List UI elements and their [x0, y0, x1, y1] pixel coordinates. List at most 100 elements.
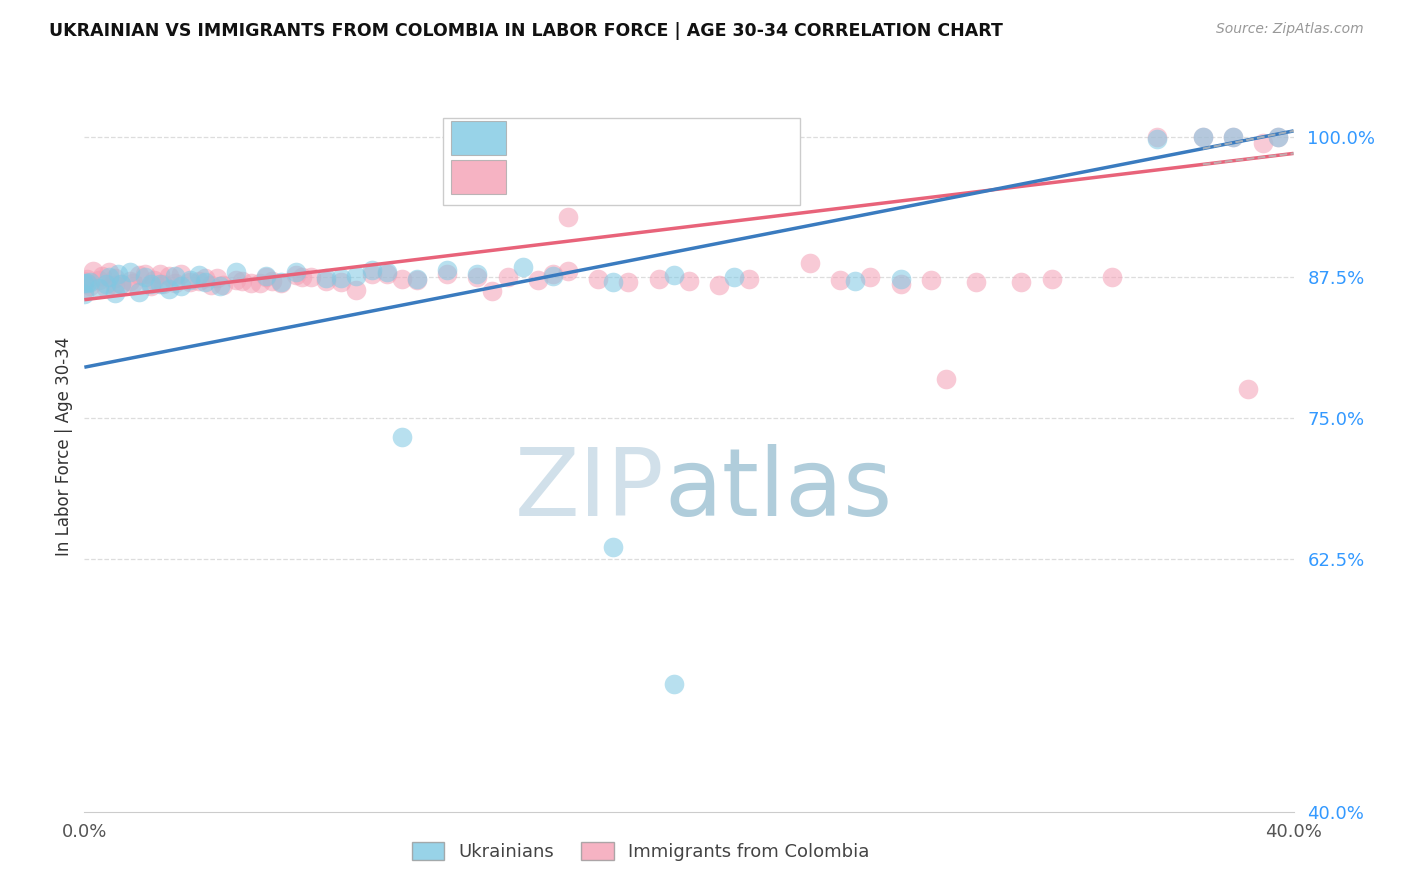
Point [1253, 136, 1275, 150]
Point [212, 277, 235, 292]
Point [541, 268, 564, 283]
Point [1267, 129, 1289, 144]
Point [662, 676, 685, 690]
Point [94, 281, 117, 295]
Point [170, 267, 193, 281]
Point [648, 271, 671, 285]
Point [134, 270, 156, 285]
Legend: Ukrainians, Immigrants from Colombia: Ukrainians, Immigrants from Colombia [405, 835, 877, 869]
Point [799, 256, 821, 270]
Point [315, 274, 337, 288]
Point [406, 273, 429, 287]
Point [1237, 382, 1260, 396]
Point [142, 273, 165, 287]
Point [194, 271, 217, 285]
FancyBboxPatch shape [443, 119, 800, 204]
Point [225, 265, 247, 279]
Point [254, 270, 277, 285]
Point [209, 279, 232, 293]
Point [188, 268, 211, 282]
Text: R = 0.449   N = 77: R = 0.449 N = 77 [516, 167, 681, 185]
Point [239, 276, 262, 290]
Point [481, 284, 503, 298]
Point [73, 287, 96, 301]
Point [73, 274, 96, 288]
Point [709, 277, 731, 292]
Point [110, 277, 132, 291]
Point [1101, 270, 1123, 285]
Point [165, 276, 187, 290]
Point [285, 268, 308, 282]
Point [270, 275, 292, 289]
Point [110, 277, 132, 291]
Point [118, 265, 141, 279]
Point [157, 269, 180, 284]
Point [588, 272, 610, 286]
Point [496, 269, 519, 284]
Point [1192, 129, 1215, 144]
Point [270, 276, 292, 290]
Point [82, 264, 104, 278]
Point [79, 279, 101, 293]
Point [890, 272, 912, 286]
Point [375, 265, 398, 279]
Point [231, 274, 253, 288]
Point [330, 271, 353, 285]
Point [149, 277, 172, 292]
Point [920, 273, 942, 287]
Point [360, 268, 382, 282]
Point [602, 275, 624, 289]
Point [375, 267, 398, 281]
Point [1146, 129, 1168, 144]
Point [1146, 132, 1168, 146]
Point [194, 275, 217, 289]
Point [207, 270, 229, 285]
Point [157, 283, 180, 297]
Point [118, 274, 141, 288]
Point [139, 279, 162, 293]
Point [89, 280, 111, 294]
Point [1222, 129, 1244, 144]
Point [391, 272, 413, 286]
Point [97, 270, 120, 285]
Point [107, 267, 129, 281]
FancyBboxPatch shape [451, 121, 506, 155]
Point [285, 265, 308, 279]
Point [315, 271, 337, 285]
Point [436, 263, 458, 277]
Point [512, 260, 534, 275]
Point [73, 276, 96, 290]
FancyBboxPatch shape [451, 160, 506, 194]
Point [467, 267, 489, 281]
Point [139, 277, 162, 291]
Point [557, 264, 579, 278]
Point [541, 267, 564, 281]
Text: atlas: atlas [665, 444, 893, 536]
Point [830, 272, 852, 286]
Point [1192, 129, 1215, 144]
Point [128, 268, 150, 282]
Point [165, 269, 187, 284]
Text: R = 0.453   N = 47: R = 0.453 N = 47 [516, 128, 681, 146]
Point [890, 277, 912, 291]
Point [254, 269, 277, 284]
Point [128, 285, 150, 300]
Point [260, 275, 283, 289]
Point [79, 275, 101, 289]
Point [134, 267, 156, 281]
Point [436, 267, 458, 281]
Point [73, 283, 96, 297]
Point [1222, 129, 1244, 144]
Point [935, 372, 957, 386]
Point [225, 273, 247, 287]
Point [97, 265, 120, 279]
Point [662, 268, 685, 282]
Point [1267, 129, 1289, 144]
Point [859, 270, 882, 285]
Point [249, 276, 271, 290]
Point [179, 275, 201, 289]
Point [299, 269, 322, 284]
Point [76, 277, 98, 291]
Point [527, 273, 550, 287]
Y-axis label: In Labor Force | Age 30-34: In Labor Force | Age 30-34 [55, 336, 73, 556]
